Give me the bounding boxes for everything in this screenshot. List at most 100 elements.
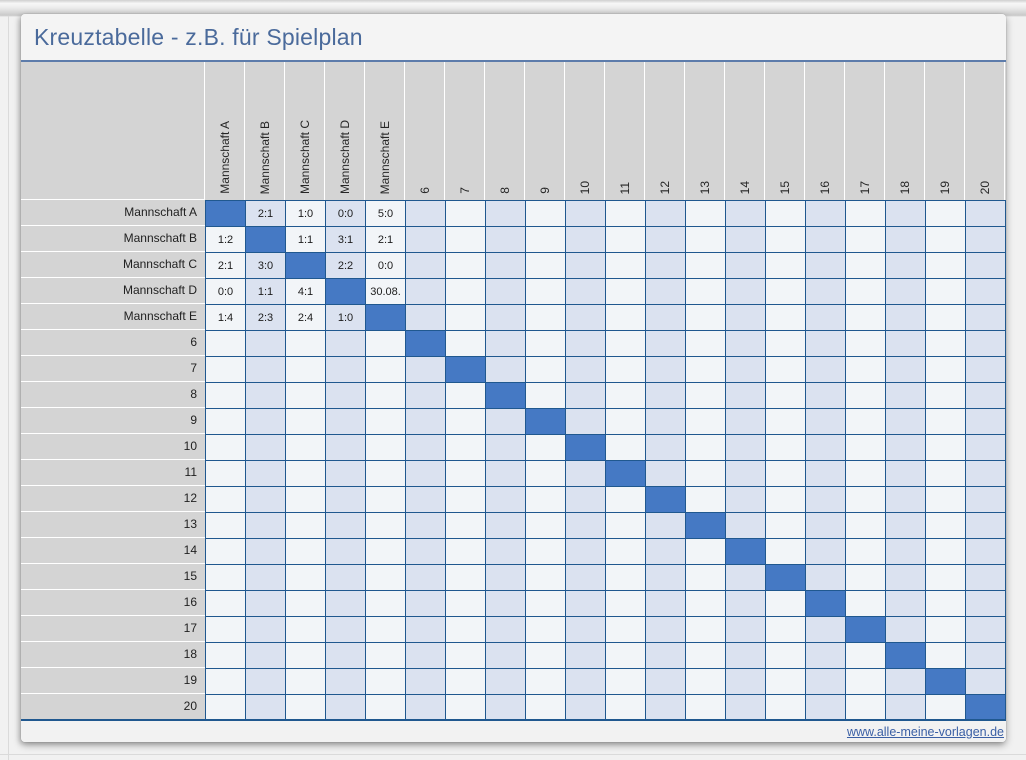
grid-cell[interactable] <box>206 331 246 357</box>
grid-cell[interactable] <box>926 435 966 461</box>
grid-cell[interactable] <box>806 435 846 461</box>
grid-cell[interactable] <box>246 331 286 357</box>
grid-cell[interactable] <box>846 669 886 695</box>
grid-cell[interactable] <box>446 591 486 617</box>
grid-cell[interactable] <box>646 409 686 435</box>
grid-cell[interactable] <box>406 227 446 253</box>
grid-cell[interactable] <box>966 487 1006 513</box>
grid-cell[interactable] <box>326 487 366 513</box>
grid-cell[interactable] <box>806 305 846 331</box>
grid-cell[interactable] <box>846 305 886 331</box>
grid-cell[interactable] <box>366 357 406 383</box>
grid-cell[interactable] <box>526 435 566 461</box>
grid-cell[interactable] <box>486 513 526 539</box>
grid-cell[interactable] <box>486 357 526 383</box>
grid-cell[interactable] <box>966 591 1006 617</box>
grid-cell[interactable] <box>566 331 606 357</box>
grid-cell[interactable] <box>606 305 646 331</box>
grid-cell[interactable] <box>526 617 566 643</box>
grid-cell[interactable]: 2:1 <box>366 227 406 253</box>
grid-cell[interactable] <box>606 591 646 617</box>
grid-cell[interactable] <box>526 487 566 513</box>
grid-cell[interactable] <box>446 331 486 357</box>
grid-cell[interactable] <box>406 669 446 695</box>
grid-cell[interactable] <box>526 461 566 487</box>
grid-cell[interactable] <box>366 565 406 591</box>
grid-cell[interactable] <box>966 461 1006 487</box>
grid-cell[interactable] <box>566 253 606 279</box>
grid-cell[interactable] <box>526 695 566 721</box>
diagonal-cell[interactable] <box>806 591 846 617</box>
grid-cell[interactable] <box>526 643 566 669</box>
grid-cell[interactable]: 30.08. <box>366 279 406 305</box>
grid-cell[interactable] <box>606 201 646 227</box>
grid-cell[interactable] <box>206 695 246 721</box>
grid-cell[interactable] <box>926 513 966 539</box>
grid-cell[interactable] <box>806 695 846 721</box>
grid-cell[interactable] <box>686 539 726 565</box>
grid-cell[interactable] <box>966 409 1006 435</box>
grid-cell[interactable] <box>366 643 406 669</box>
grid-cell[interactable] <box>246 539 286 565</box>
grid-cell[interactable] <box>526 513 566 539</box>
grid-cell[interactable] <box>686 279 726 305</box>
grid-cell[interactable] <box>766 513 806 539</box>
grid-cell[interactable] <box>646 461 686 487</box>
grid-cell[interactable] <box>926 227 966 253</box>
grid-cell[interactable]: 3:1 <box>326 227 366 253</box>
grid-cell[interactable] <box>726 435 766 461</box>
grid-cell[interactable] <box>726 201 766 227</box>
grid-cell[interactable] <box>726 253 766 279</box>
grid-cell[interactable] <box>246 487 286 513</box>
grid-cell[interactable] <box>886 201 926 227</box>
grid-cell[interactable] <box>326 331 366 357</box>
grid-cell[interactable] <box>486 487 526 513</box>
grid-cell[interactable] <box>486 227 526 253</box>
grid-cell[interactable] <box>966 513 1006 539</box>
grid-cell[interactable] <box>526 227 566 253</box>
grid-cell[interactable] <box>486 617 526 643</box>
grid-cell[interactable] <box>566 383 606 409</box>
grid-cell[interactable] <box>246 435 286 461</box>
grid-cell[interactable] <box>206 383 246 409</box>
grid-cell[interactable] <box>566 539 606 565</box>
grid-cell[interactable] <box>846 201 886 227</box>
grid-cell[interactable] <box>286 461 326 487</box>
grid-cell[interactable] <box>846 435 886 461</box>
grid-cell[interactable] <box>446 617 486 643</box>
grid-cell[interactable] <box>286 669 326 695</box>
grid-cell[interactable] <box>966 383 1006 409</box>
grid-cell[interactable] <box>486 461 526 487</box>
grid-cell[interactable] <box>286 513 326 539</box>
grid-cell[interactable] <box>246 617 286 643</box>
grid-cell[interactable] <box>646 591 686 617</box>
grid-cell[interactable] <box>686 201 726 227</box>
grid-cell[interactable] <box>566 461 606 487</box>
grid-cell[interactable] <box>886 331 926 357</box>
grid-cell[interactable]: 0:0 <box>206 279 246 305</box>
grid-cell[interactable] <box>806 409 846 435</box>
grid-cell[interactable] <box>566 669 606 695</box>
grid-cell[interactable] <box>726 409 766 435</box>
grid-cell[interactable] <box>686 487 726 513</box>
grid-cell[interactable] <box>926 591 966 617</box>
diagonal-cell[interactable] <box>646 487 686 513</box>
grid-cell[interactable] <box>806 539 846 565</box>
grid-cell[interactable] <box>766 409 806 435</box>
grid-cell[interactable] <box>366 617 406 643</box>
grid-cell[interactable] <box>286 539 326 565</box>
grid-cell[interactable] <box>846 279 886 305</box>
grid-cell[interactable] <box>446 253 486 279</box>
grid-cell[interactable] <box>206 513 246 539</box>
grid-cell[interactable] <box>766 253 806 279</box>
grid-cell[interactable] <box>646 565 686 591</box>
grid-cell[interactable] <box>886 617 926 643</box>
grid-cell[interactable] <box>766 461 806 487</box>
grid-cell[interactable]: 1:0 <box>326 305 366 331</box>
grid-cell[interactable] <box>286 435 326 461</box>
grid-cell[interactable] <box>606 487 646 513</box>
grid-cell[interactable] <box>366 695 406 721</box>
grid-cell[interactable] <box>366 669 406 695</box>
grid-cell[interactable] <box>926 409 966 435</box>
grid-cell[interactable] <box>566 357 606 383</box>
